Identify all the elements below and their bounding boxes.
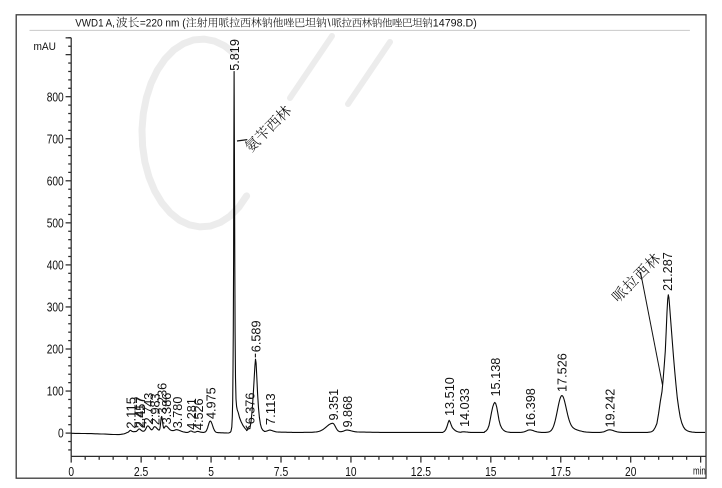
svg-text:20: 20 [625, 464, 636, 479]
svg-text:\: \ [328, 18, 331, 30]
svg-text:10: 10 [345, 464, 356, 479]
svg-text:9.868: 9.868 [340, 396, 355, 428]
svg-text:2.457: 2.457 [133, 397, 148, 429]
svg-text:7.113: 7.113 [263, 393, 278, 425]
svg-text:5.819: 5.819 [227, 39, 242, 71]
svg-text:400: 400 [47, 258, 64, 273]
svg-text:4.975: 4.975 [203, 387, 218, 419]
svg-text:200: 200 [47, 342, 64, 357]
svg-text:100: 100 [47, 384, 64, 399]
svg-text:600: 600 [47, 173, 64, 188]
svg-text:19.242: 19.242 [603, 389, 618, 428]
svg-text:500: 500 [47, 216, 64, 231]
svg-text:0: 0 [68, 464, 74, 479]
svg-text:3.236: 3.236 [155, 383, 170, 415]
svg-text:9.351: 9.351 [326, 389, 341, 421]
svg-text:2.417: 2.417 [132, 397, 147, 429]
svg-text:mAU: mAU [34, 41, 57, 53]
svg-text:6.376: 6.376 [243, 393, 258, 425]
svg-text:VWD1 A,: VWD1 A, [75, 18, 115, 30]
svg-text:14798.D): 14798.D) [433, 18, 477, 30]
svg-text:0: 0 [58, 426, 64, 441]
svg-text:13.510: 13.510 [442, 377, 457, 416]
svg-text:17.5: 17.5 [551, 464, 571, 479]
svg-text:12.5: 12.5 [411, 464, 431, 479]
svg-text:4.281: 4.281 [184, 398, 199, 430]
svg-text:7.5: 7.5 [274, 464, 289, 479]
svg-text:5: 5 [208, 464, 214, 479]
svg-text:17.526: 17.526 [555, 353, 570, 392]
svg-text:min: min [693, 465, 706, 477]
svg-text:800: 800 [47, 89, 64, 104]
svg-text:2.115: 2.115 [123, 397, 138, 429]
svg-text:2.983: 2.983 [148, 393, 163, 425]
svg-text:3.386: 3.386 [159, 393, 174, 425]
svg-text:700: 700 [47, 131, 64, 146]
svg-text:4.526: 4.526 [191, 398, 206, 430]
svg-text:300: 300 [47, 300, 64, 315]
svg-text:2.743: 2.743 [141, 393, 156, 425]
svg-text:6.589: 6.589 [248, 321, 263, 353]
svg-text:3.780: 3.780 [170, 397, 185, 429]
svg-text:16.398: 16.398 [523, 388, 538, 427]
svg-text:14.033: 14.033 [457, 388, 472, 427]
svg-text:15: 15 [485, 464, 496, 479]
svg-text:15.138: 15.138 [488, 358, 503, 397]
svg-text:21.287: 21.287 [660, 252, 675, 291]
svg-text:2.5: 2.5 [134, 464, 149, 479]
svg-text:=220 nm (: =220 nm ( [140, 18, 186, 30]
